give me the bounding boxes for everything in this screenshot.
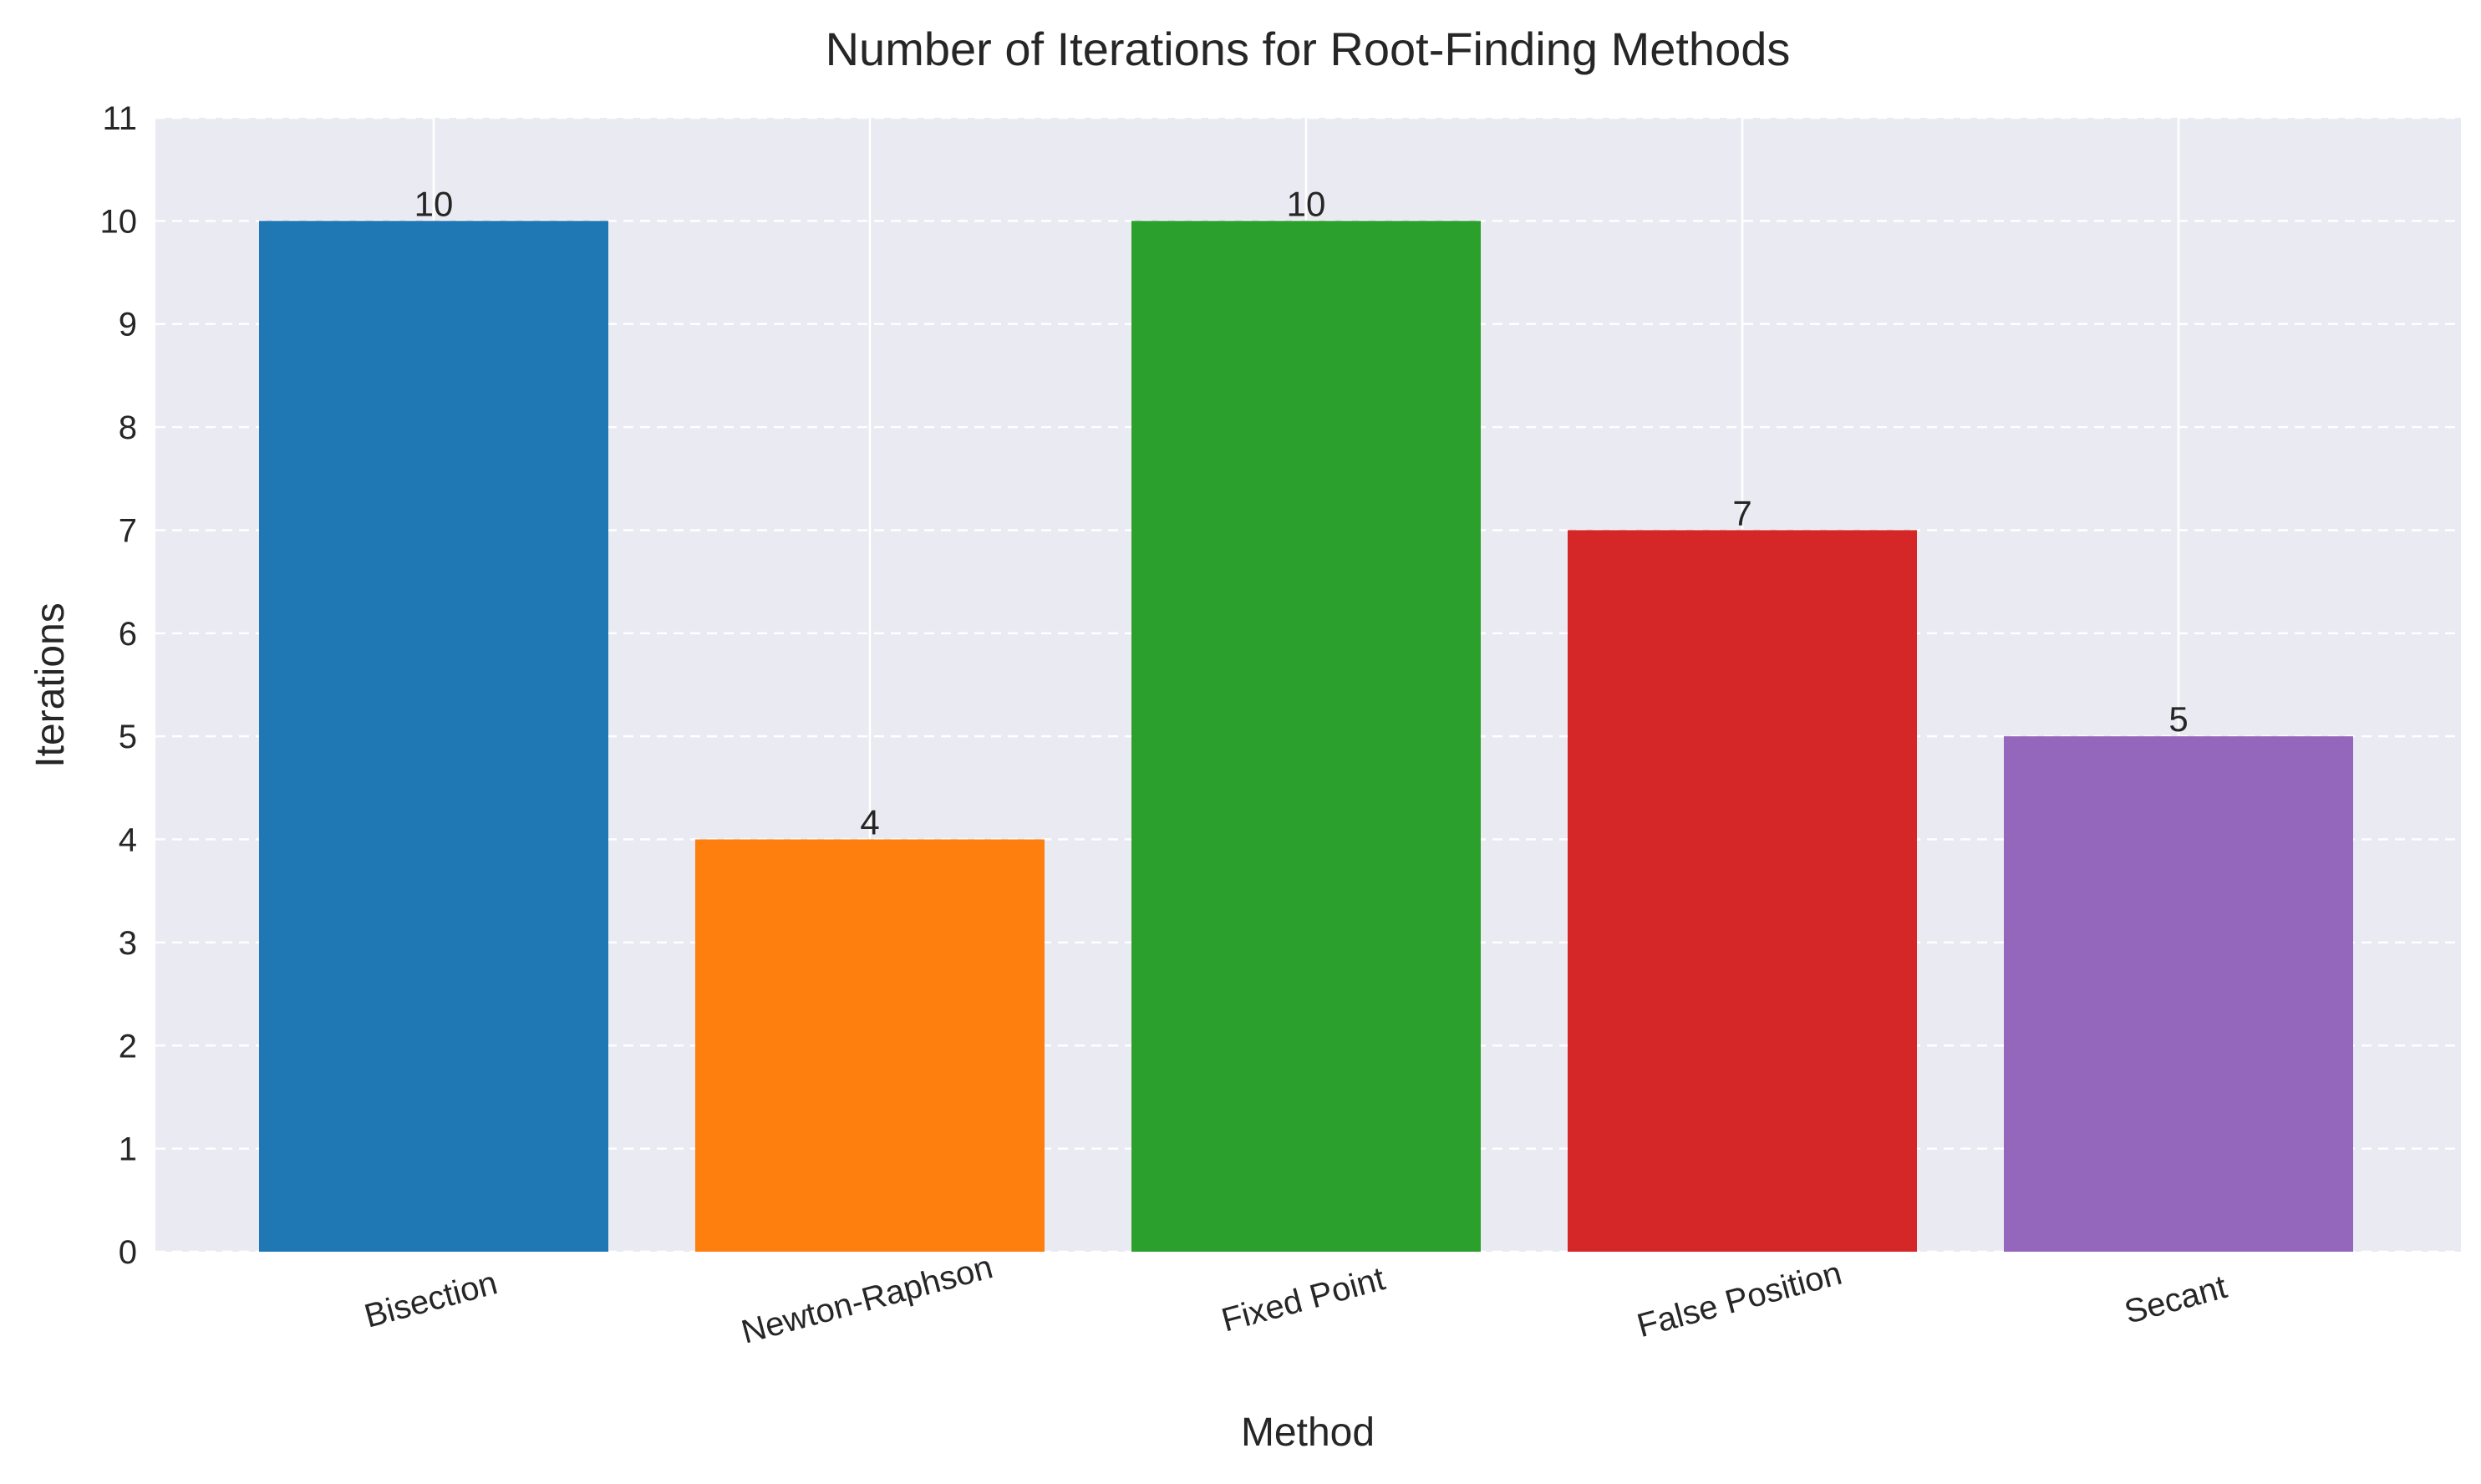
data-label: 10 [414, 184, 454, 223]
data-label: 10 [1287, 184, 1326, 223]
bar-false-position [1568, 530, 1917, 1252]
y-tick-label: 10 [100, 203, 138, 240]
bar-fixed-point [1131, 221, 1481, 1252]
y-tick-label: 7 [119, 512, 137, 549]
x-tick-label: Secant [2121, 1268, 2231, 1331]
x-tick-label: Bisection [361, 1264, 501, 1335]
bar-secant [2004, 736, 2353, 1252]
y-tick-labels: 0 1 2 3 4 5 6 7 8 9 10 11 [100, 100, 138, 1271]
data-label: 4 [860, 803, 879, 842]
bar-bisection [259, 221, 608, 1252]
bar-newton-raphson [695, 839, 1045, 1252]
y-tick-label: 11 [102, 100, 137, 137]
x-tick-label: False Position [1634, 1255, 1846, 1345]
y-tick-label: 2 [119, 1028, 137, 1065]
x-tick-labels: Bisection Newton-Raphson Fixed Point False … [361, 1248, 2231, 1350]
y-tick-label: 8 [119, 409, 137, 446]
y-tick-label: 9 [119, 307, 137, 343]
y-tick-label: 1 [119, 1131, 137, 1168]
y-tick-label: 0 [119, 1234, 137, 1271]
x-tick-label: Fixed Point [1218, 1260, 1389, 1339]
data-label: 5 [2168, 699, 2188, 739]
bars [259, 221, 2353, 1252]
chart-title: Number of Iterations for Root-Finding Me… [826, 23, 1791, 75]
x-tick-label: Newton-Raphson [738, 1248, 997, 1350]
x-axis-label: Method [1241, 1410, 1375, 1455]
data-label: 7 [1732, 493, 1751, 532]
data-labels: 10 4 10 7 5 [414, 184, 2189, 841]
y-tick-label: 4 [119, 822, 137, 859]
y-axis-label: Iterations [28, 602, 73, 767]
y-tick-label: 3 [119, 925, 137, 962]
y-tick-label: 5 [119, 719, 137, 755]
y-tick-label: 6 [119, 616, 137, 653]
